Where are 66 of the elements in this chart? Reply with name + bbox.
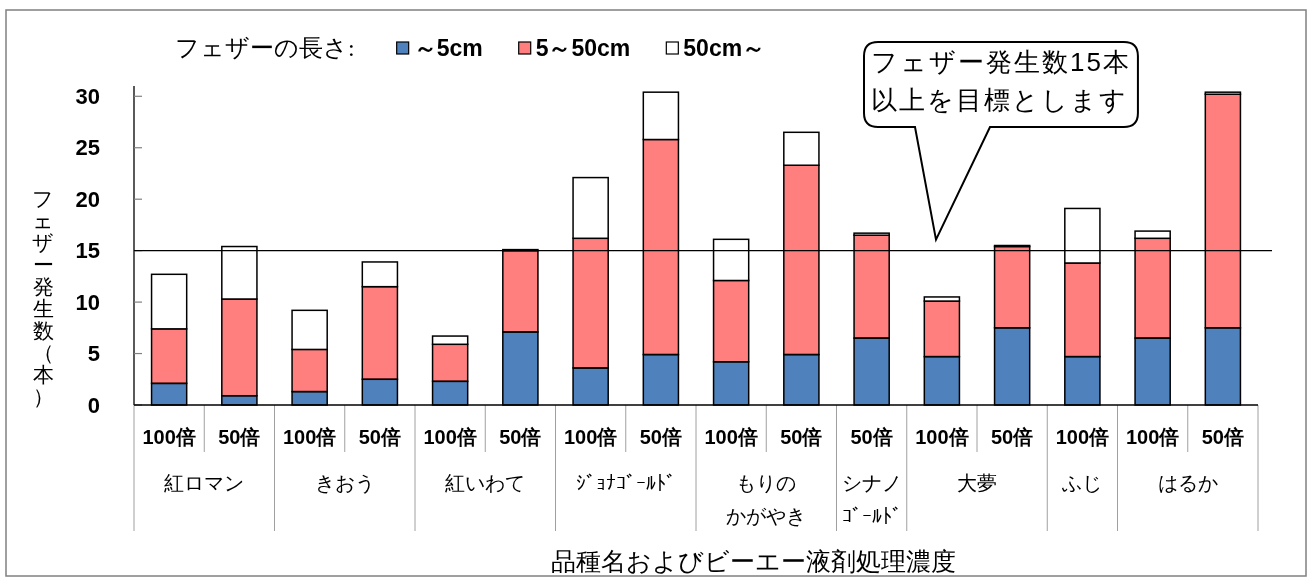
bar — [783, 164, 820, 356]
bar — [853, 232, 890, 236]
bar — [361, 261, 399, 288]
x-tick-label: 100倍 — [1125, 426, 1180, 448]
y-tick-label: 25 — [75, 135, 100, 161]
text: もりのかがやき — [726, 472, 807, 527]
text: シナノｺﾞｰﾙﾄﾞ — [841, 472, 902, 527]
y-tick-label: 15 — [75, 238, 100, 264]
bar — [431, 335, 469, 346]
x-tick-label: 100倍 — [1055, 426, 1110, 448]
bar — [150, 273, 188, 330]
y-tick-label: 30 — [75, 83, 100, 109]
legend-title: フェザーの長さ: — [175, 35, 355, 62]
bar — [1204, 93, 1242, 329]
legend-label: 5～50cm — [535, 35, 631, 62]
text: ふじ — [1061, 472, 1103, 494]
y-tick-label: 20 — [75, 186, 100, 212]
x-tick-label: 100倍 — [915, 426, 969, 448]
bar — [1204, 91, 1242, 95]
bar — [1134, 230, 1171, 240]
x-tick-label: 100倍 — [423, 426, 477, 448]
text: 紅ロマン — [164, 472, 245, 494]
text: きおう — [314, 472, 375, 494]
x-tick-label: 50倍 — [1201, 426, 1244, 448]
bar — [642, 91, 680, 141]
bar — [712, 279, 750, 363]
text: はるか — [1157, 472, 1218, 494]
y-tick-label: 0 — [87, 392, 100, 418]
bar — [853, 234, 890, 339]
x-tick-label: 50倍 — [991, 426, 1034, 448]
annotation: フェザー発生数15本以上を目標とします — [871, 47, 1131, 115]
bar — [431, 343, 469, 383]
x-tick-label: 100倍 — [282, 426, 337, 448]
bar — [291, 309, 328, 351]
x-tick-label: 50倍 — [850, 426, 893, 448]
x-tick-label: 50倍 — [218, 426, 261, 448]
legend-label: ～5cm — [413, 35, 483, 62]
text: ｼﾞｮﾅｺﾞｰﾙﾄﾞ — [575, 472, 676, 494]
x-tick-label: 50倍 — [499, 426, 542, 448]
x-tick-label: 50倍 — [780, 426, 823, 448]
bar — [923, 300, 961, 358]
text: フェザー発生数（本） — [32, 187, 54, 409]
x-tick-label: 100倍 — [142, 426, 196, 448]
text: 紅いわて — [445, 472, 526, 494]
y-tick-label: 10 — [75, 289, 100, 315]
bar — [923, 296, 961, 302]
y-tick-label: 5 — [87, 341, 100, 367]
bar — [1064, 262, 1101, 358]
bar — [1134, 237, 1171, 339]
bar — [150, 328, 188, 385]
legend-label: 50cm～ — [683, 35, 766, 62]
bar — [572, 176, 609, 240]
x-axis-title: 品種名およびビーエー液剤処理濃度 — [550, 547, 956, 575]
bar — [502, 249, 539, 333]
bar — [361, 285, 399, 381]
x-tick-label: 50倍 — [639, 426, 682, 448]
text: 大夢 — [957, 472, 997, 494]
bar — [642, 138, 680, 356]
bar — [783, 131, 820, 166]
x-tick-label: 100倍 — [563, 426, 618, 448]
bar — [572, 237, 609, 369]
bar — [221, 298, 258, 397]
bar — [993, 245, 1031, 329]
bar — [291, 348, 328, 393]
x-tick-label: 50倍 — [358, 426, 401, 448]
x-tick-label: 100倍 — [704, 426, 758, 448]
